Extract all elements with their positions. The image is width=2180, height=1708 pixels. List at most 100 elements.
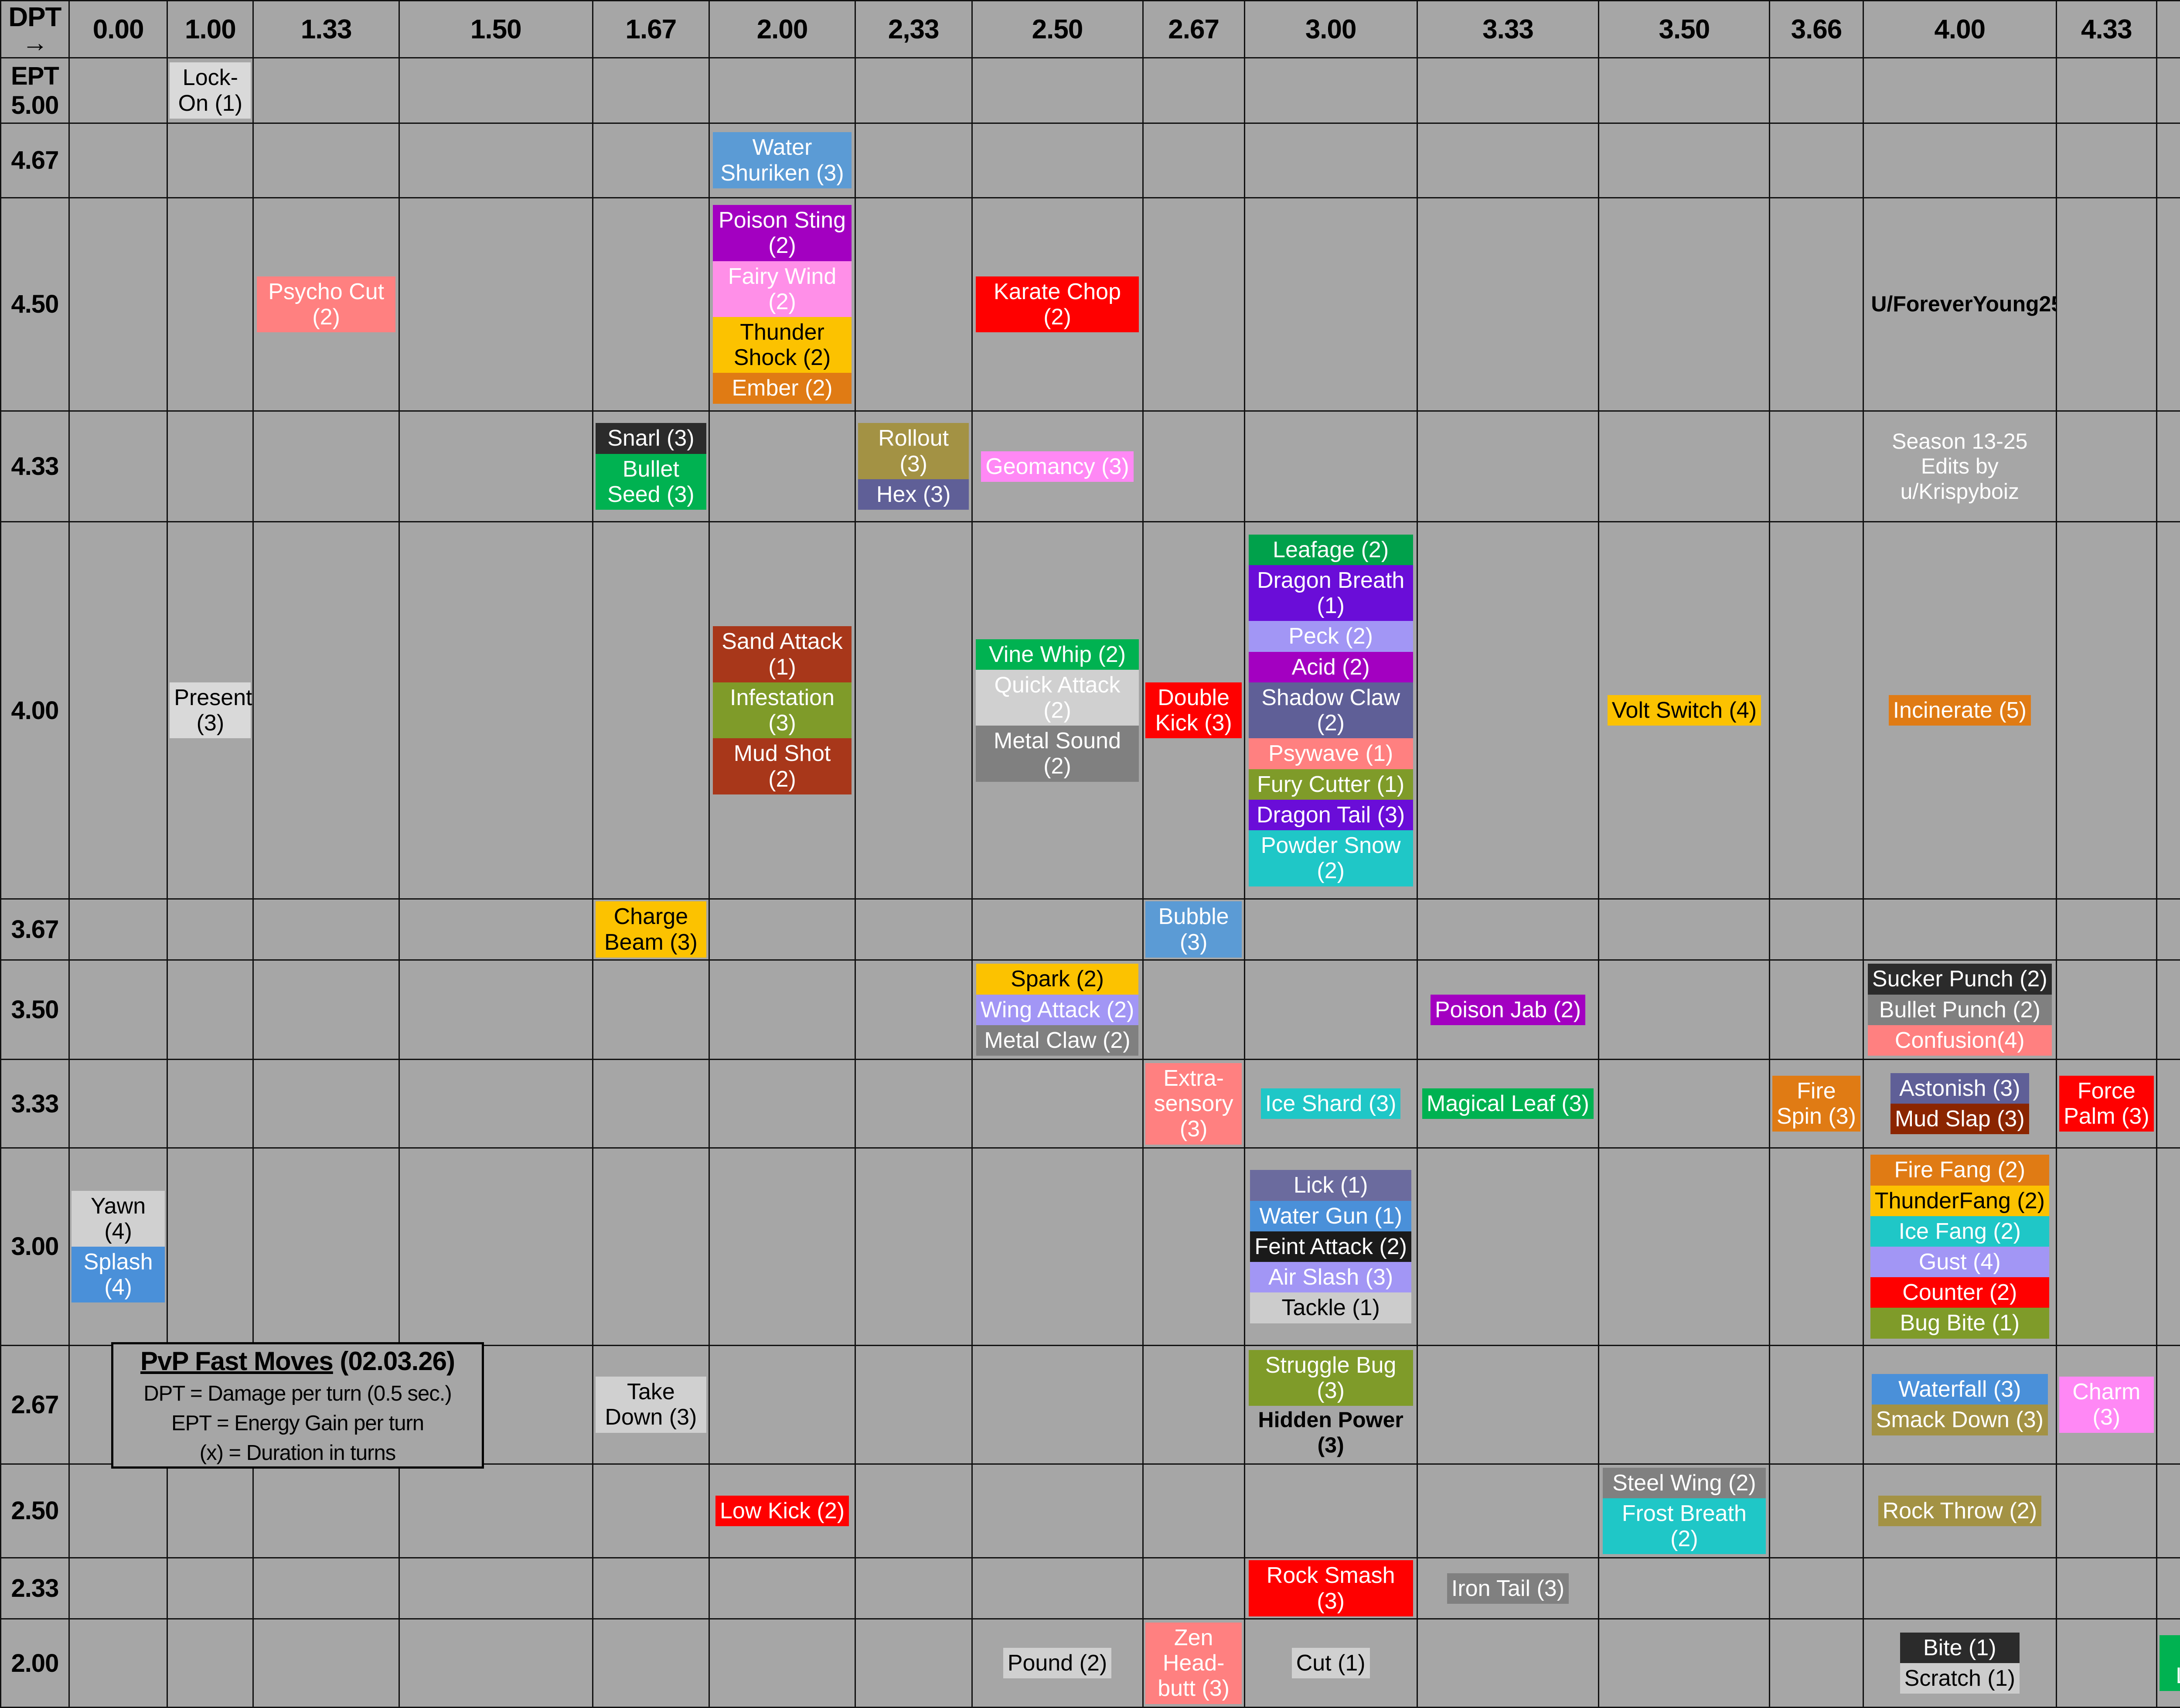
move-chip[interactable]: Ember (2) [712,373,852,404]
move-chip[interactable]: Smack Down (3) [1871,1405,2048,1435]
move-chip[interactable]: Poison Jab (2) [1430,994,1586,1025]
move-chip[interactable]: Struggle Bug (3) [1248,1350,1413,1406]
move-chip[interactable]: Infestation (3) [712,682,852,739]
move-chip[interactable]: Psycho Cut (2) [256,276,396,333]
move-chip[interactable]: Bullet Punch (2) [1867,994,2052,1025]
col-header-3_66: 3.66 [1769,0,1864,59]
move-chip[interactable]: Incinerate (5) [1888,695,2031,726]
move-chip[interactable]: Acid (2) [1248,651,1413,682]
move-chip[interactable]: Leafage (2) [1248,534,1413,565]
move-chip[interactable]: Double Kick (3) [1145,682,1242,739]
move-chip[interactable]: Pound (2) [1003,1648,1112,1679]
move-chip[interactable]: Fury Cutter (1) [1248,769,1413,800]
move-chip[interactable]: Bite (1) [1900,1632,2020,1664]
move-chip[interactable]: Rock Throw (2) [1878,1495,2042,1526]
move-chip[interactable]: Water Gun (1) [1250,1200,1411,1231]
move-chip[interactable]: Air Slash (3) [1250,1262,1411,1293]
move-chip[interactable]: Metal Sound (2) [976,726,1139,782]
move-chip[interactable]: Sucker Punch (2) [1867,964,2052,995]
move-chip[interactable]: Force Palm (3) [2059,1075,2154,1132]
move-chip[interactable]: Metal Claw (2) [976,1025,1139,1056]
cell-ept3.50-dpt3.00 [1243,959,1418,1060]
move-chip[interactable]: Sand Attack (1) [712,626,852,682]
cell-ept4.00-dpt1.00: Present (3) [167,521,254,900]
cell-ept5.00-dpt4.00 [1862,57,2057,124]
move-chip[interactable]: Scratch (1) [1900,1663,2020,1694]
cell-ept2.33-dpt1.50 [398,1557,593,1620]
move-chip[interactable]: Extra-sensory (3) [1145,1063,1242,1145]
move-chip[interactable]: Bug Bite (1) [1870,1308,2049,1339]
move-chip[interactable]: Razor Leaf (2) [2159,1635,2180,1691]
cell-ept4.33-dpt3.00 [1243,410,1418,523]
move-chip[interactable]: Magical Leaf (3) [1422,1088,1594,1119]
move-chip[interactable]: Feint Attack (2) [1250,1231,1411,1262]
move-chip[interactable]: Ice Fang (2) [1870,1216,2049,1247]
move-chip[interactable]: Geomancy (3) [981,451,1134,482]
row-header-4_50: 4.50 [0,197,70,412]
move-chip[interactable]: Yawn (4) [72,1190,165,1247]
move-chip[interactable]: Bubble (3) [1145,901,1242,958]
cell-ept3.50-dpt0.00 [68,959,168,1060]
col-header-2_50: 2.50 [971,0,1144,59]
move-chip[interactable]: Iron Tail (3) [1447,1573,1569,1604]
cell-ept3.67-dpt1.33 [252,898,400,961]
move-chip[interactable]: Zen Head-butt (3) [1145,1622,1242,1704]
move-chip[interactable]: Fire Fang (2) [1870,1155,2049,1186]
move-chip[interactable]: Karate Chop (2) [976,276,1139,333]
cell-ept3.33-dpt3.66: Fire Spin (3) [1769,1059,1864,1149]
move-chip[interactable]: Ice Shard (3) [1260,1088,1401,1119]
move-chip[interactable]: Quick Attack (2) [976,669,1139,726]
move-chip[interactable]: Thunder Shock (2) [712,317,852,373]
move-chip[interactable]: Counter (2) [1870,1277,2049,1308]
move-chip[interactable]: ThunderFang (2) [1870,1185,2049,1216]
col-header-4_50: 4.50 [2156,0,2180,59]
cell-ept3.67-dpt3.66 [1769,898,1864,961]
move-chip[interactable]: Spark (2) [976,964,1139,995]
corner-dpt-label: DPT → [0,0,70,59]
legend-line-dpt: DPT = Damage per turn (0.5 sec.) [143,1381,452,1405]
move-chip[interactable]: Fairy Wind (2) [712,261,852,317]
cell-ept4.33-dpt4.33 [2056,410,2157,523]
move-chip[interactable]: Lock-On (1) [170,62,251,119]
move-chip[interactable]: Peck (2) [1248,621,1413,652]
move-chip[interactable]: Powder Snow (2) [1248,830,1413,886]
move-chip[interactable]: Water Shuriken (3) [712,132,852,188]
move-chip[interactable]: Dragon Breath (1) [1248,565,1413,621]
move-chip[interactable]: Fire Spin (3) [1772,1075,1861,1132]
table-row: 2.50 Low Kick (2) Steel Wing (2) Frost Brea… [0,1463,2180,1559]
move-chip[interactable]: Gust (4) [1870,1246,2049,1278]
move-chip[interactable]: Snarl (3) [595,423,706,454]
move-chip[interactable]: Hex (3) [858,479,969,510]
move-chip[interactable]: Bullet Seed (3) [595,453,706,510]
move-chip[interactable]: Vine Whip (2) [976,639,1139,670]
move-chip[interactable]: Charge Beam (3) [595,901,706,958]
move-chip[interactable]: Rock Smash (3) [1248,1560,1413,1616]
move-chip[interactable]: Waterfall (3) [1871,1374,2048,1405]
move-chip[interactable]: Frost Breath (2) [1603,1498,1766,1555]
cell-ept3.33-dpt3.50 [1598,1059,1771,1149]
move-chip[interactable]: Cut (1) [1291,1648,1370,1679]
row-header-3_67: 3.67 [0,898,70,961]
move-chip[interactable]: Volt Switch (4) [1607,695,1761,726]
move-chip[interactable]: Shadow Claw (2) [1248,682,1413,739]
move-chip[interactable]: Rollout (3) [858,423,969,479]
move-chip[interactable]: Present (3) [170,682,252,739]
move-chip[interactable]: Tackle (1) [1250,1292,1411,1323]
move-chip[interactable]: Wing Attack (2) [976,994,1139,1025]
move-chip[interactable]: Lick (1) [1250,1170,1411,1201]
move-chip[interactable]: Charm (3) [2059,1377,2154,1433]
move-chip[interactable]: Take Down (3) [595,1377,706,1433]
move-chip[interactable]: Mud Slap (3) [1890,1104,2029,1135]
move-chip[interactable]: Astonish (3) [1890,1073,2029,1104]
move-chip[interactable]: Mud Shot (2) [712,738,852,794]
move-chip[interactable]: Poison Sting (2) [712,205,852,261]
move-chip[interactable]: Splash (4) [72,1246,165,1303]
cell-ept2.50-dpt3.00 [1243,1463,1418,1559]
move-chip[interactable]: Confusion(4) [1867,1025,2052,1056]
move-chip[interactable]: Low Kick (2) [715,1495,849,1526]
move-chip[interactable]: Dragon Tail (3) [1248,799,1413,831]
cell-ept2.33-dpt3.33: Iron Tail (3) [1416,1557,1600,1620]
cell-ept3.00-dpt3.50 [1598,1147,1771,1347]
move-chip[interactable]: Steel Wing (2) [1603,1467,1766,1498]
move-chip[interactable]: Psywave (1) [1248,738,1413,769]
